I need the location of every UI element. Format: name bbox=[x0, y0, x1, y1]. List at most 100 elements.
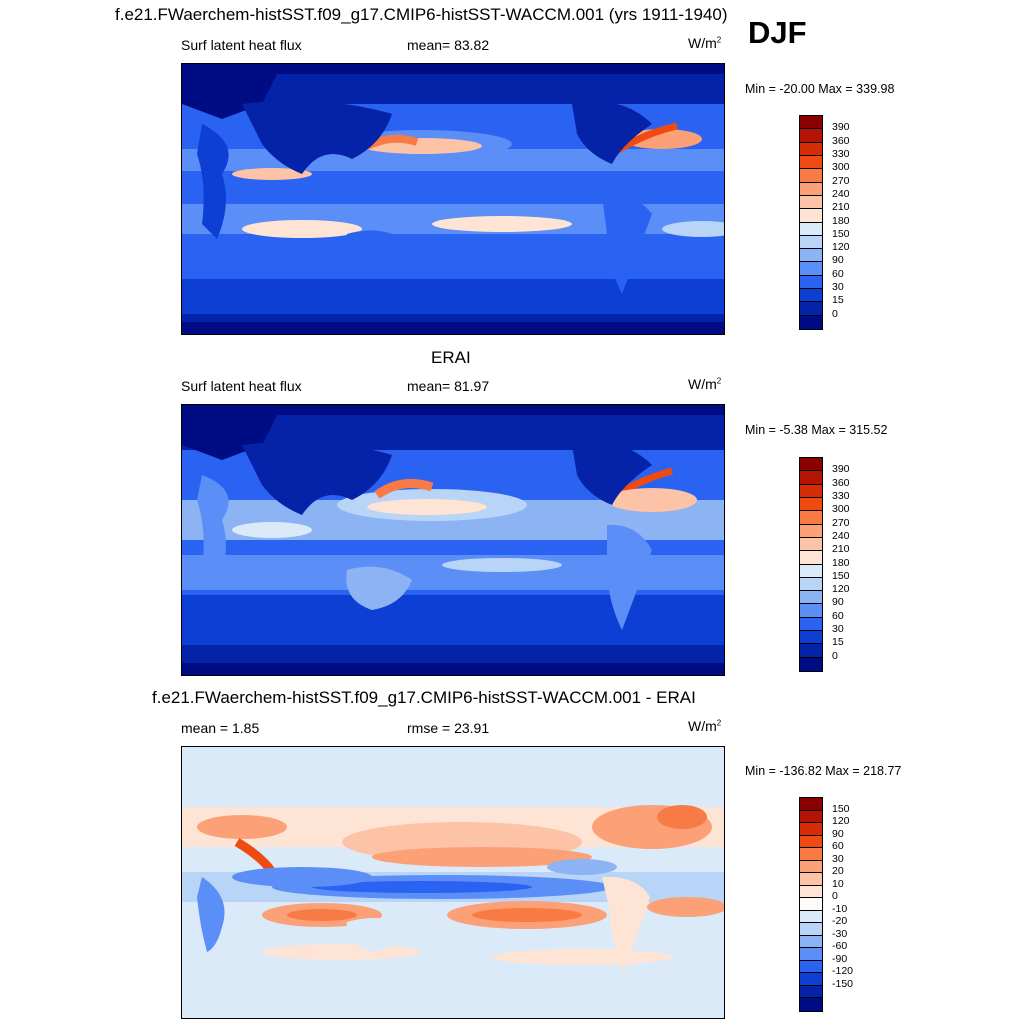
colorbar-tick-label: 30 bbox=[832, 281, 844, 294]
colorbar-tick-label: 240 bbox=[832, 529, 850, 542]
colorbar-box bbox=[800, 798, 822, 811]
colorbar-tick-label: 90 bbox=[832, 596, 844, 609]
colorbar-box bbox=[800, 209, 822, 223]
colorbar-tick-label: 90 bbox=[832, 827, 844, 840]
colorbar-box bbox=[800, 564, 822, 578]
panel-2-map bbox=[181, 404, 725, 676]
panel-1-colorbar-boxes bbox=[800, 116, 822, 329]
obs-latent-heat-map bbox=[182, 405, 724, 675]
panel-1-map bbox=[181, 63, 725, 335]
panel-1-units: W/m2 bbox=[688, 35, 722, 51]
colorbar-box bbox=[800, 497, 822, 512]
colorbar-box bbox=[800, 644, 822, 658]
colorbar-tick-label: 30 bbox=[832, 852, 844, 865]
panel-3-rmse-label: rmse = 23.91 bbox=[407, 720, 490, 736]
colorbar-box bbox=[800, 155, 822, 170]
panel-2-minmax: Min = -5.38 Max = 315.52 bbox=[745, 423, 888, 437]
colorbar-box bbox=[800, 537, 822, 552]
colorbar-box bbox=[800, 860, 822, 874]
colorbar-box bbox=[800, 262, 822, 276]
colorbar-box bbox=[800, 458, 822, 472]
panel-3-title: f.e21.FWaerchem-histSST.f09_g17.CMIP6-hi… bbox=[152, 688, 696, 707]
colorbar-box bbox=[800, 657, 822, 671]
colorbar-box bbox=[800, 604, 822, 618]
colorbar-tick-label: 390 bbox=[832, 463, 850, 476]
colorbar-tick-label: 60 bbox=[832, 609, 844, 622]
panel-3-units: W/m2 bbox=[688, 718, 722, 734]
panel-3-mean-label: mean = 1.85 bbox=[181, 720, 260, 736]
colorbar-tick-label: -30 bbox=[832, 927, 848, 940]
colorbar-box bbox=[800, 195, 822, 210]
panel-2-mean-label: mean= 81.97 bbox=[407, 378, 490, 394]
colorbar-box bbox=[800, 169, 822, 183]
colorbar-box bbox=[800, 471, 822, 485]
colorbar-box bbox=[800, 898, 822, 911]
colorbar-tick-label: 270 bbox=[832, 516, 850, 529]
colorbar-box bbox=[800, 617, 822, 632]
colorbar-tick-label: 10 bbox=[832, 877, 844, 890]
colorbar-box bbox=[800, 275, 822, 290]
colorbar-tick-label: 210 bbox=[832, 543, 850, 556]
panel-1-mean-label: mean= 83.82 bbox=[407, 37, 490, 53]
colorbar-tick-label: 150 bbox=[832, 227, 850, 240]
colorbar-tick-label: 210 bbox=[832, 201, 850, 214]
colorbar-tick-label: 240 bbox=[832, 187, 850, 200]
colorbar-tick-label: 360 bbox=[832, 476, 850, 489]
panel-3-minmax: Min = -136.82 Max = 218.77 bbox=[745, 764, 902, 778]
difference-map bbox=[182, 747, 724, 1018]
colorbar-tick-label: 180 bbox=[832, 556, 850, 569]
colorbar-tick-label: 390 bbox=[832, 121, 850, 134]
colorbar-tick-label: 360 bbox=[832, 134, 850, 147]
colorbar-box bbox=[800, 235, 822, 250]
colorbar-tick-label: 30 bbox=[832, 623, 844, 636]
colorbar-tick-label: 180 bbox=[832, 214, 850, 227]
colorbar-box bbox=[800, 142, 822, 156]
colorbar-tick-label: -90 bbox=[832, 952, 848, 965]
colorbar-box bbox=[800, 810, 822, 824]
colorbar-tick-label: 300 bbox=[832, 503, 850, 516]
colorbar-tick-label: 120 bbox=[832, 815, 850, 828]
panel-1-minmax: Min = -20.00 Max = 339.98 bbox=[745, 82, 895, 96]
colorbar-tick-label: -20 bbox=[832, 915, 848, 928]
colorbar-box bbox=[800, 222, 822, 236]
colorbar-box bbox=[800, 524, 822, 538]
panel-2-colorbar bbox=[799, 457, 823, 672]
colorbar-tick-label: 120 bbox=[832, 583, 850, 596]
colorbar-tick-label: -60 bbox=[832, 940, 848, 953]
panel-2-variable-label: Surf latent heat flux bbox=[181, 378, 302, 394]
colorbar-box bbox=[800, 848, 822, 861]
colorbar-tick-label: 0 bbox=[832, 307, 838, 320]
panel-1-variable-label: Surf latent heat flux bbox=[181, 37, 302, 53]
panel-3-colorbar-boxes bbox=[800, 798, 822, 1011]
colorbar-box bbox=[800, 885, 822, 899]
colorbar-tick-label: -10 bbox=[832, 902, 848, 915]
colorbar-tick-label: 15 bbox=[832, 636, 844, 649]
colorbar-tick-label: 330 bbox=[832, 489, 850, 502]
colorbar-tick-label: 150 bbox=[832, 569, 850, 582]
colorbar-tick-label: 90 bbox=[832, 254, 844, 267]
colorbar-tick-label: 0 bbox=[832, 890, 838, 903]
panel-2-title: ERAI bbox=[431, 348, 471, 367]
panel-1-title: f.e21.FWaerchem-histSST.f09_g17.CMIP6-hi… bbox=[115, 5, 728, 24]
panel-3-colorbar bbox=[799, 797, 823, 1012]
colorbar-box bbox=[800, 973, 822, 986]
colorbar-box bbox=[800, 289, 822, 303]
colorbar-box bbox=[800, 960, 822, 974]
colorbar-tick-label: -120 bbox=[832, 965, 854, 978]
colorbar-box bbox=[800, 910, 822, 924]
colorbar-box bbox=[800, 484, 822, 498]
colorbar-box bbox=[800, 511, 822, 525]
colorbar-box bbox=[800, 985, 822, 999]
colorbar-tick-label: 330 bbox=[832, 147, 850, 160]
colorbar-box bbox=[800, 577, 822, 592]
colorbar-box bbox=[800, 249, 822, 263]
colorbar-tick-label: 150 bbox=[832, 802, 850, 815]
colorbar-tick-label: -150 bbox=[832, 977, 854, 990]
colorbar-box bbox=[800, 835, 822, 849]
colorbar-box bbox=[800, 923, 822, 936]
colorbar-box bbox=[800, 551, 822, 565]
colorbar-box bbox=[800, 591, 822, 605]
colorbar-box bbox=[800, 935, 822, 949]
colorbar-tick-label: 20 bbox=[832, 865, 844, 878]
colorbar-tick-label: 60 bbox=[832, 267, 844, 280]
